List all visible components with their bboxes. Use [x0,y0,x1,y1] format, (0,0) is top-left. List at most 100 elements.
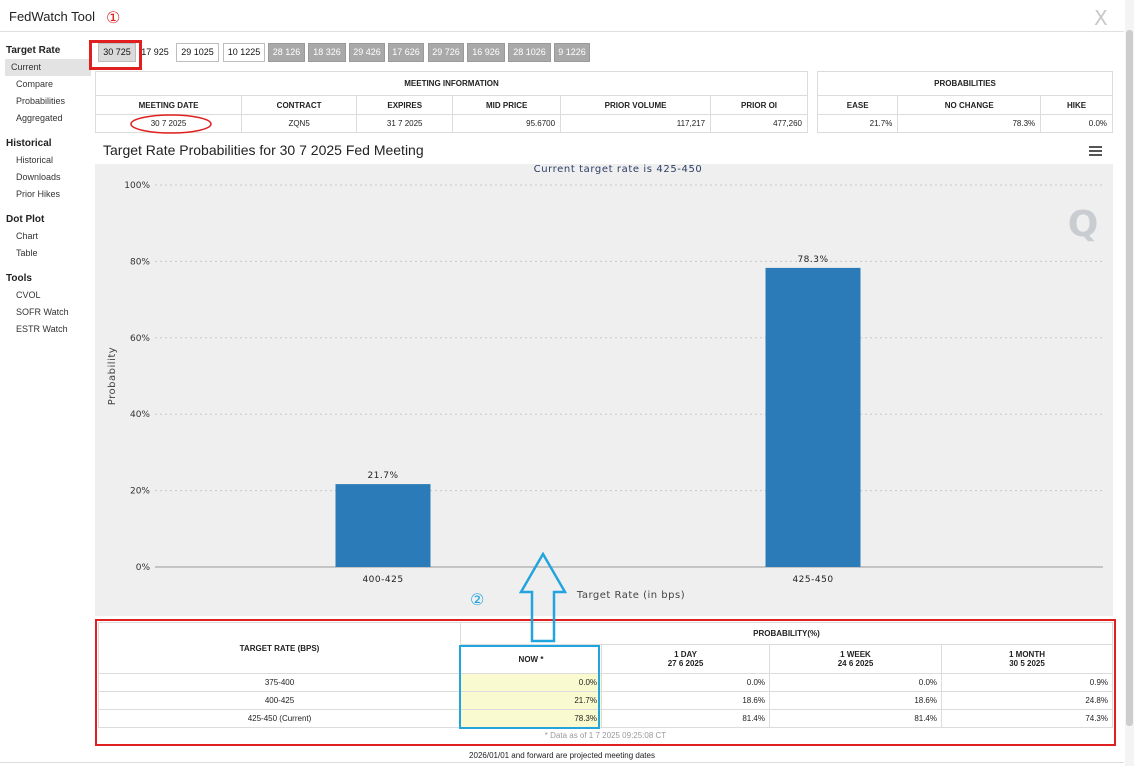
meeting-tab[interactable]: 10 1225 [223,43,265,62]
annotation-box-now-column [459,645,600,729]
sidebar-item-cvol[interactable]: CVOL [16,290,41,300]
meeting-tab[interactable]: 16 926 [467,43,505,62]
target-rate-header: TARGET RATE (BPS) [98,622,461,674]
meeting-date: 30 7 2025 [150,119,187,128]
sidebar-item-chart[interactable]: Chart [16,231,39,241]
month-cell: 0.9% [941,673,1113,692]
mid-price-cell: 95.6700 [452,114,562,133]
data-timestamp-note: * Data as of 1 7 2025 09:25:08 CT [544,731,667,740]
column-header: HIKE [1040,95,1113,115]
meeting-tab[interactable]: 29 426 [349,43,385,62]
hamburger-menu-icon[interactable] [1089,146,1102,157]
day-cell: 18.6% [601,691,770,710]
meeting-tab[interactable]: 9 1226 [554,43,590,62]
month-cell: 74.3% [941,709,1113,728]
sidebar-item-compare[interactable]: Compare [16,79,54,89]
now-cell: 78.3% [460,709,602,728]
annotation-up-arrow-icon [519,552,567,643]
day-cell: 81.4% [601,709,770,728]
prior-oi-cell: 477,260 [710,114,808,133]
now-column-header: NOW * [460,644,602,674]
rate-cell: 400-425 [98,691,461,710]
sidebar-item-aggregated[interactable]: Aggregated [16,113,63,123]
divider [0,762,1124,763]
annotation-box-prob-table [95,619,1116,746]
column-header: MID PRICE [452,95,562,115]
meeting-tab[interactable]: 28 1026 [508,43,551,62]
y-tick-label: 80% [130,257,150,267]
annotation-marker-2: ② [470,590,485,609]
annotation-box-tab [89,40,142,70]
sidebar-group-title: Target Rate [6,45,61,56]
period-date: 30 5 2025 [1009,659,1045,668]
month-cell: 24.8% [941,691,1113,710]
meeting-info-table: MEETING INFORMATION MEETING DATE CONTRAC… [94,71,808,134]
meeting-tab[interactable]: 30 725 [98,43,136,62]
y-tick-label: 60% [130,334,150,344]
sidebar-item-estr-watch[interactable]: ESTR Watch [16,324,68,334]
x-tick-label: 425-450 [792,575,833,585]
chart-heading: Target Rate Probabilities for 30 7 2025 … [103,142,424,158]
table-row: 400-425 21.7% 18.6% 18.6% 24.8% [98,691,1113,710]
column-header: EXPIRES [356,95,454,115]
meeting-date-cell: 30 7 2025 [94,114,243,134]
now-cell: 21.7% [460,691,602,710]
sidebar-group-target-rate: Target Rate Current Compare Probabilitie… [0,40,92,127]
no-change-value: 78.3% [897,114,1042,133]
sidebar-group-title: Tools [6,273,32,284]
period-column-header: 1 DAY 27 6 2025 [601,644,770,674]
sidebar: Target Rate Current Compare Probabilitie… [0,40,92,344]
period-column-header: 1 MONTH 30 5 2025 [941,644,1113,674]
period-label: 1 DAY [674,650,697,659]
sidebar-item-table[interactable]: Table [16,248,38,258]
sidebar-group-dot-plot: Dot Plot Chart Table [0,209,92,262]
sidebar-item-probabilities[interactable]: Probabilities [16,96,66,106]
meeting-tab[interactable]: 29 726 [428,43,464,62]
meeting-info-header: MEETING INFORMATION [95,71,808,96]
column-header: PRIOR OI [710,95,808,115]
projected-dates-note: 2026/01/01 and forward are projected mee… [469,751,655,760]
sidebar-item-downloads[interactable]: Downloads [16,172,61,182]
column-header: NO CHANGE [897,95,1042,115]
y-tick-label: 20% [130,487,150,497]
ease-value: 21.7% [816,114,899,133]
meeting-tab[interactable]: 17 925 [138,43,172,62]
data-label: 78.3% [797,255,828,265]
chart-background [95,164,1113,616]
meeting-tab[interactable]: 18 326 [308,43,346,62]
now-cell: 0.0% [460,673,602,692]
y-tick-label: 100% [124,181,150,191]
sidebar-item-historical[interactable]: Historical [16,155,54,165]
y-tick-label: 0% [136,563,151,573]
probabilities-header: PROBABILITIES [817,71,1113,96]
sidebar-item-prior-hikes[interactable]: Prior Hikes [16,189,61,199]
chart-subtitle: Current target rate is 425-450 [534,164,703,175]
meeting-tab[interactable]: 29 1025 [176,43,219,62]
sidebar-item-sofr-watch[interactable]: SOFR Watch [16,307,69,317]
y-tick-label: 40% [130,410,150,420]
x-axis-title: Target Rate (in bps) [576,590,685,601]
sidebar-group-title: Historical [6,138,52,149]
rate-cell: 425-450 (Current) [98,709,461,728]
period-label: 1 WEEK [840,650,871,659]
column-header: PRIOR VOLUME [560,95,712,115]
annotation-marker-1: ① [106,8,121,27]
probability-bar-chart: Current target rate is 425-450 Q 0% 20% 40% 6… [107,164,1103,601]
bar [765,267,861,567]
sidebar-item-current[interactable]: Current [5,59,91,76]
close-icon[interactable]: X [1094,6,1108,30]
probability-table: TARGET RATE (BPS) PROBABILITY(%) NOW * 1… [98,622,1113,728]
annotation-ellipse [130,114,212,134]
app-title: FedWatch Tool [9,9,95,24]
meeting-tab[interactable]: 17 626 [388,43,424,62]
watermark-logo: Q [1068,204,1099,245]
sidebar-group-title: Dot Plot [6,214,45,225]
meeting-tab[interactable]: 28 126 [268,43,305,62]
title-bar: FedWatch Tool X [0,0,1124,32]
scrollbar[interactable] [1125,0,1134,766]
period-column-header: 1 WEEK 24 6 2025 [769,644,942,674]
scrollbar-thumb[interactable] [1126,30,1133,726]
sidebar-group-tools: Tools CVOL SOFR Watch ESTR Watch [0,268,92,338]
x-tick-label: 400-425 [362,575,403,585]
